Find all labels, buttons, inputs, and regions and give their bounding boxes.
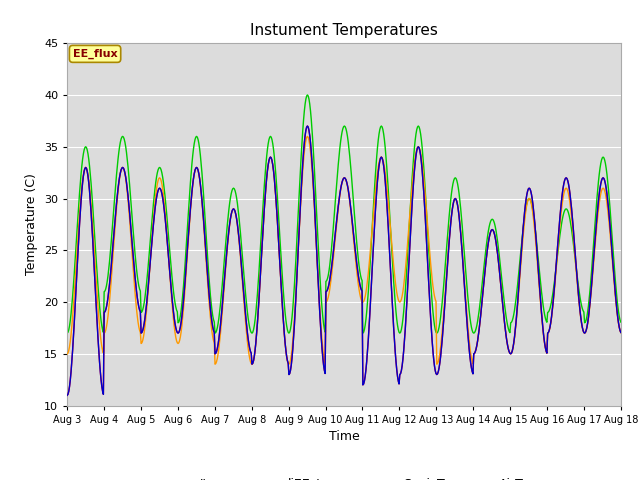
li75_t [303,123,311,129]
SonicT [131,241,138,247]
Legend: li75_t, li77_temp, SonicT, AirT: li75_t, li77_temp, SonicT, AirT [159,473,529,480]
li77_temp [74,264,81,269]
AirT [131,279,138,285]
SonicT [74,225,81,231]
li75_t [63,392,71,398]
X-axis label: Time: Time [328,430,360,443]
AirT [429,283,436,289]
li77_temp [303,123,311,129]
AirT [303,133,311,139]
li75_t [412,153,420,158]
SonicT [216,309,223,315]
Title: Instument Temperatures: Instument Temperatures [250,23,438,38]
li77_temp [131,265,138,271]
li75_t [216,330,223,336]
li75_t [74,264,81,269]
li77_temp [186,206,194,212]
Line: AirT: AirT [67,136,621,364]
Line: SonicT: SonicT [67,95,621,333]
Text: EE_flux: EE_flux [73,49,117,59]
li75_t [186,206,194,212]
Line: li77_temp: li77_temp [67,126,621,395]
AirT [211,361,219,367]
SonicT [428,300,436,306]
AirT [74,246,81,252]
li75_t [131,265,138,271]
li77_temp [428,338,436,344]
li75_t [428,338,436,344]
li75_t [617,330,625,336]
AirT [617,330,625,336]
AirT [413,146,420,152]
AirT [186,209,194,215]
li77_temp [412,153,420,158]
SonicT [303,92,311,98]
SonicT [412,131,420,137]
SonicT [186,180,194,186]
AirT [63,351,71,357]
Line: li75_t: li75_t [67,126,621,395]
SonicT [617,319,625,325]
li77_temp [63,392,71,398]
SonicT [63,330,71,336]
AirT [216,331,224,336]
Y-axis label: Temperature (C): Temperature (C) [26,173,38,276]
li77_temp [617,330,625,336]
li77_temp [216,330,223,336]
